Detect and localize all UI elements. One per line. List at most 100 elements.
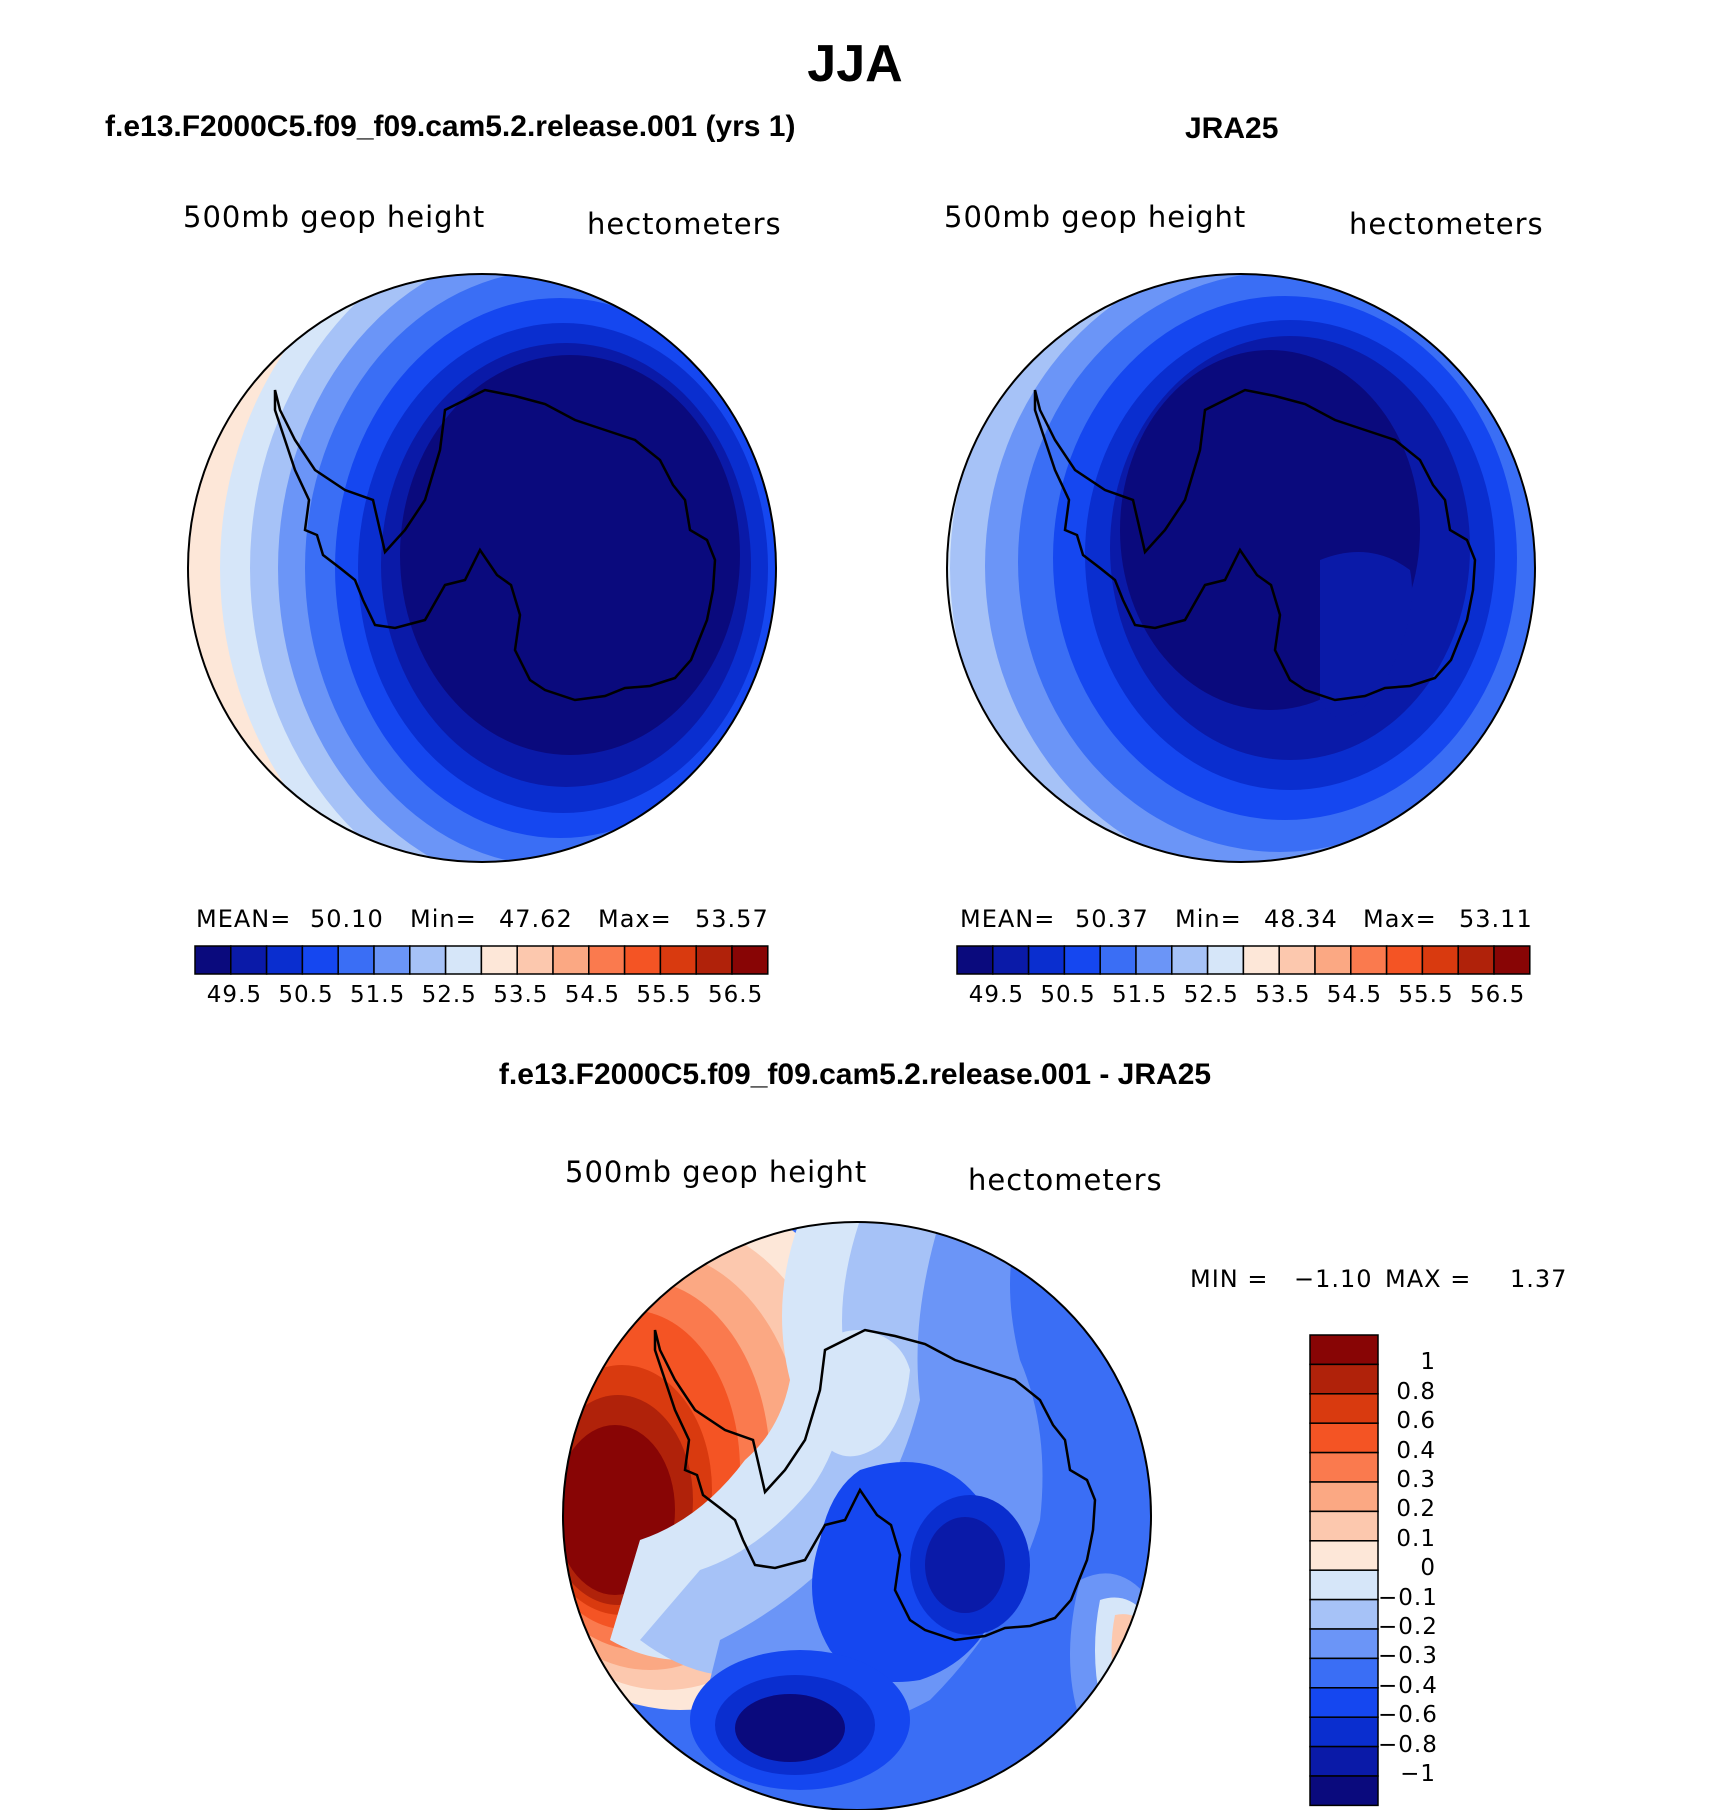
diff-colorbar-box (1309, 1540, 1379, 1571)
right-min-label: Min= (1175, 905, 1242, 933)
right-colorbar-tick-label: 54.5 (1326, 982, 1383, 1008)
right-colorbar-box (1027, 945, 1066, 975)
left-colorbar-box (588, 945, 626, 975)
left-colorbar-tick-label: 51.5 (350, 982, 406, 1008)
right-colorbar-box (1099, 945, 1137, 975)
left-min-label: Min= (410, 905, 477, 933)
difference-map (562, 1221, 1152, 1810)
left-colorbar-box (194, 945, 232, 975)
left-units-label: hectometers (587, 207, 782, 241)
diff-colorbar-box (1309, 1510, 1379, 1542)
left-colorbar-box (444, 945, 483, 975)
left-colorbar-box (659, 945, 697, 975)
diff-max-label: MAX = (1385, 1265, 1472, 1293)
difference-panel-title: f.e13.F2000C5.f09_f09.cam5.2.release.001… (498, 1058, 1212, 1091)
diff-colorbar-tick-label: 0.3 (1396, 1467, 1436, 1493)
diff-colorbar-box (1309, 1598, 1379, 1630)
right-map (946, 273, 1536, 863)
left-panel-title: f.e13.F2000C5.f09_f09.cam5.2.release.001… (105, 110, 796, 143)
diff-colorbar-tick-label: −0.4 (1378, 1672, 1438, 1699)
left-colorbar-tick-label: 53.5 (493, 982, 549, 1008)
left-mean-value: 50.10 (310, 905, 384, 933)
right-mean-label: MEAN= (960, 905, 1056, 933)
left-colorbar-box (301, 945, 339, 975)
left-colorbar-tick-label: 49.5 (206, 982, 263, 1008)
diff-colorbar-box (1309, 1422, 1379, 1454)
diff-colorbar-box (1309, 1657, 1379, 1689)
left-colorbar-box (695, 945, 733, 975)
left-colorbar-box (731, 945, 769, 975)
left-colorbar-box (516, 945, 554, 975)
diff-colorbar-box (1309, 1628, 1379, 1660)
right-colorbar-box (1314, 945, 1352, 975)
right-colorbar-tick-label: 56.5 (1470, 982, 1526, 1008)
diff-colorbar-box (1309, 1687, 1379, 1718)
diff-max-value: 1.37 (1510, 1265, 1568, 1293)
right-colorbar-tick-label: 50.5 (1040, 982, 1096, 1008)
right-colorbar-box (1278, 945, 1316, 975)
diff-colorbar-tick-label: −1 (1400, 1761, 1436, 1787)
diff-colorbar-tick-label: 0.1 (1396, 1525, 1436, 1552)
diff-colorbar-tick-label: 0.4 (1396, 1437, 1436, 1464)
diff-colorbar-tick-label: 0 (1420, 1555, 1436, 1582)
left-colorbar-box (265, 945, 304, 975)
left-colorbar-tick-label: 55.5 (636, 982, 692, 1008)
diff-min-value: −1.10 (1294, 1265, 1373, 1293)
diff-colorbar-tick-label: −0.3 (1378, 1643, 1438, 1670)
diff-colorbar-box (1309, 1716, 1379, 1748)
diff-colorbar-box (1309, 1775, 1379, 1807)
right-colorbar-tick-label: 51.5 (1112, 982, 1168, 1008)
left-colorbar-box (337, 945, 375, 975)
left-map (187, 273, 777, 863)
right-units-label: hectometers (1349, 207, 1544, 241)
right-variable-label: 500mb geop height (944, 200, 1247, 234)
diff-colorbar-tick-label: 0.2 (1396, 1496, 1436, 1523)
right-colorbar-box (1457, 945, 1495, 975)
left-colorbar (194, 945, 769, 975)
diff-variable-label: 500mb geop height (565, 1155, 868, 1189)
left-max-value: 53.57 (695, 905, 769, 933)
right-colorbar-box (1135, 945, 1173, 975)
right-max-label: Max= (1363, 905, 1437, 933)
left-min-value: 47.62 (499, 905, 573, 933)
left-colorbar-tick-label: 56.5 (708, 982, 764, 1008)
diff-colorbar-tick-label: −0.6 (1378, 1702, 1438, 1729)
left-variable-label: 500mb geop height (183, 200, 486, 234)
right-colorbar-box (956, 945, 994, 975)
diff-min-label: MIN = (1190, 1265, 1269, 1293)
right-mean-value: 50.37 (1075, 905, 1149, 933)
left-colorbar-box (409, 945, 447, 975)
left-colorbar-box (552, 945, 590, 975)
diff-colorbar-box (1309, 1481, 1379, 1513)
diff-colorbar-box (1309, 1363, 1379, 1395)
right-colorbar-box (1421, 945, 1459, 975)
diff-colorbar-box (1309, 1745, 1379, 1777)
diff-colorbar-tick-label: 0.8 (1396, 1378, 1436, 1405)
left-colorbar-tick-label: 50.5 (278, 982, 334, 1008)
right-colorbar-tick-label: 52.5 (1183, 982, 1239, 1008)
diff-colorbar-box (1309, 1393, 1379, 1424)
diff-colorbar-tick-label: 1 (1420, 1349, 1436, 1376)
diff-units-label: hectometers (968, 1163, 1163, 1197)
left-colorbar-box (230, 945, 268, 975)
diff-colorbar-tick-label: 0.6 (1396, 1408, 1436, 1435)
left-colorbar-tick-label: 54.5 (564, 982, 621, 1008)
right-max-value: 53.11 (1459, 905, 1533, 933)
right-colorbar-box (1063, 945, 1101, 975)
left-colorbar-tick-label: 52.5 (421, 982, 477, 1008)
left-max-label: Max= (598, 905, 672, 933)
right-colorbar-box (1242, 945, 1280, 975)
difference-colorbar (1309, 1334, 1379, 1807)
right-min-value: 48.34 (1264, 905, 1338, 933)
left-colorbar-box (480, 945, 518, 975)
right-colorbar-tick-label: 53.5 (1255, 982, 1311, 1008)
right-colorbar-box (1171, 945, 1209, 975)
right-colorbar-box (1493, 945, 1531, 975)
diff-colorbar-box (1309, 1451, 1379, 1483)
figure-title: JJA (807, 35, 903, 93)
diff-colorbar-tick-label: −0.2 (1378, 1614, 1438, 1640)
right-colorbar-box (1206, 945, 1245, 975)
right-colorbar-box (1350, 945, 1388, 975)
right-panel-title: JRA25 (1185, 112, 1279, 145)
